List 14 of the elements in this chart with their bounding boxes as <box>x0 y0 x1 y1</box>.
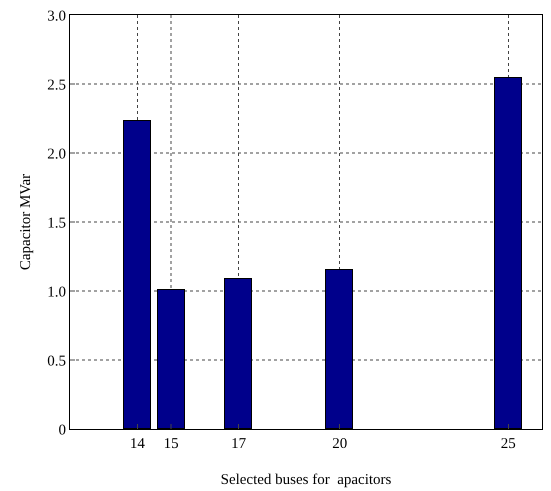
y-tick-label: 1.0 <box>47 284 66 300</box>
y-axis-title: Capacitor MVar <box>18 174 34 270</box>
y-tick-label: 3.0 <box>47 8 66 24</box>
y-tick-label: 2.0 <box>47 146 66 162</box>
y-tick-label: 2.5 <box>47 77 66 94</box>
x-tick-label: 17 <box>231 436 247 452</box>
x-axis-title: Selected buses for apacitors <box>220 472 392 488</box>
x-tick-label: 15 <box>164 436 179 452</box>
y-tick-label: 0.5 <box>47 353 66 370</box>
y-tick-label: 1.5 <box>47 215 66 232</box>
y-tick-label: 0 <box>58 422 66 438</box>
x-tick-label: 25 <box>500 436 516 452</box>
x-tick-label: 14 <box>130 436 146 452</box>
x-tick-label: 20 <box>332 436 348 452</box>
